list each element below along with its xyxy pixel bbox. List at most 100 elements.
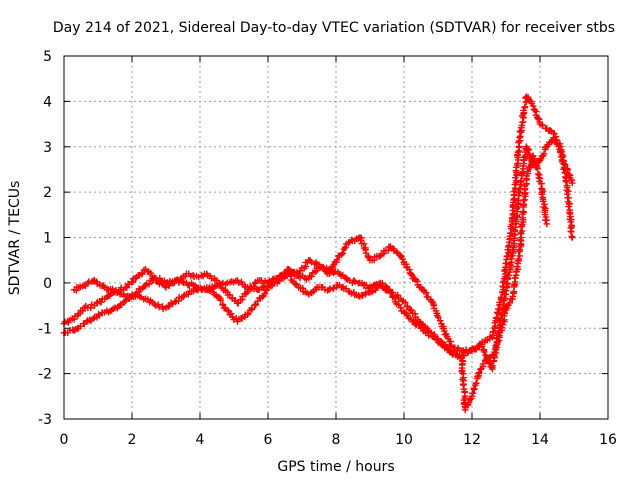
x-tick-label: 6 <box>264 432 273 448</box>
data-mark <box>227 310 235 317</box>
data-point <box>366 284 374 291</box>
data-point <box>516 247 523 255</box>
y-tick-label: 0 <box>43 276 52 292</box>
y-tick-label: 2 <box>43 185 52 201</box>
data-mark <box>481 348 488 356</box>
data-point <box>502 306 510 314</box>
data-point <box>244 311 251 318</box>
data-point <box>183 290 190 298</box>
data-point <box>478 343 486 350</box>
data-mark <box>342 244 349 251</box>
data-mark <box>568 177 575 184</box>
x-axis-label: GPS time / hours <box>277 459 394 475</box>
data-mark <box>492 317 500 325</box>
data-mark <box>333 256 341 264</box>
axis-ticks <box>63 55 609 420</box>
data-point <box>305 275 313 282</box>
data-point <box>523 143 530 151</box>
data-mark <box>330 284 337 292</box>
data-mark <box>394 291 401 299</box>
data-mark <box>491 348 498 356</box>
data-mark <box>424 293 432 301</box>
data-point <box>509 293 517 300</box>
data-point <box>101 309 109 316</box>
data-point <box>536 120 544 128</box>
data-point <box>427 297 435 305</box>
data-point <box>482 356 489 364</box>
data-mark <box>217 297 224 304</box>
y-tick-label: -2 <box>38 367 52 383</box>
data-mark <box>260 282 268 290</box>
data-mark <box>87 304 95 312</box>
data-mark <box>401 299 409 306</box>
data-point <box>458 354 466 362</box>
data-point <box>516 188 523 196</box>
data-point <box>305 290 313 298</box>
data-mark <box>494 309 501 316</box>
data-point <box>121 293 129 300</box>
data-point <box>254 286 262 293</box>
data-point <box>397 295 404 303</box>
data-point <box>417 320 425 328</box>
data-point <box>193 284 200 291</box>
data-point <box>407 315 415 323</box>
y-tick-label: 3 <box>43 140 52 156</box>
data-point <box>223 279 231 287</box>
grid-lines <box>64 56 608 419</box>
data-point <box>142 295 149 303</box>
data-point <box>264 279 272 287</box>
data-marks <box>60 93 576 414</box>
data-point <box>70 315 78 323</box>
data-point <box>325 265 333 273</box>
data-point <box>295 272 302 280</box>
data-mark <box>159 303 166 310</box>
data-mark <box>517 177 525 184</box>
data-point <box>569 179 576 187</box>
data-point <box>550 134 557 141</box>
data-point <box>203 270 211 278</box>
data-mark <box>534 165 541 173</box>
data-point <box>336 252 343 259</box>
data-point <box>244 284 251 291</box>
x-tick-label: 16 <box>599 432 617 448</box>
data-point <box>397 304 404 312</box>
x-tick-label: 12 <box>463 432 481 448</box>
data-mark <box>511 274 519 282</box>
data-mark <box>386 286 393 293</box>
data-point <box>111 288 119 296</box>
data-mark <box>383 287 391 294</box>
data-point <box>448 347 455 355</box>
data-point <box>101 284 109 291</box>
data-point <box>234 277 241 284</box>
data-point <box>356 234 364 241</box>
data-point <box>489 334 496 341</box>
data-point <box>101 295 109 303</box>
data-point <box>254 277 262 284</box>
data-point <box>563 184 571 191</box>
data-mark <box>565 203 572 210</box>
data-point <box>427 329 435 337</box>
data-point <box>407 306 415 314</box>
data-point <box>305 256 313 264</box>
data-point <box>523 93 530 101</box>
data-point <box>81 320 88 328</box>
data-mark <box>145 280 153 288</box>
data-point <box>70 327 78 334</box>
data-point <box>81 304 88 312</box>
data-point <box>475 370 483 377</box>
data-mark <box>492 342 500 349</box>
data-point <box>489 365 496 373</box>
data-mark <box>519 118 527 126</box>
data-mark <box>513 263 521 271</box>
data-point <box>417 284 425 291</box>
data-point <box>183 270 190 278</box>
data-point <box>91 302 98 309</box>
y-tick-label: -1 <box>38 321 52 337</box>
data-point <box>274 275 282 282</box>
data-mark <box>526 164 534 171</box>
y-axis-label: SDTVAR / TECUs <box>7 181 23 296</box>
data-point <box>315 263 323 271</box>
data-point <box>543 220 551 228</box>
